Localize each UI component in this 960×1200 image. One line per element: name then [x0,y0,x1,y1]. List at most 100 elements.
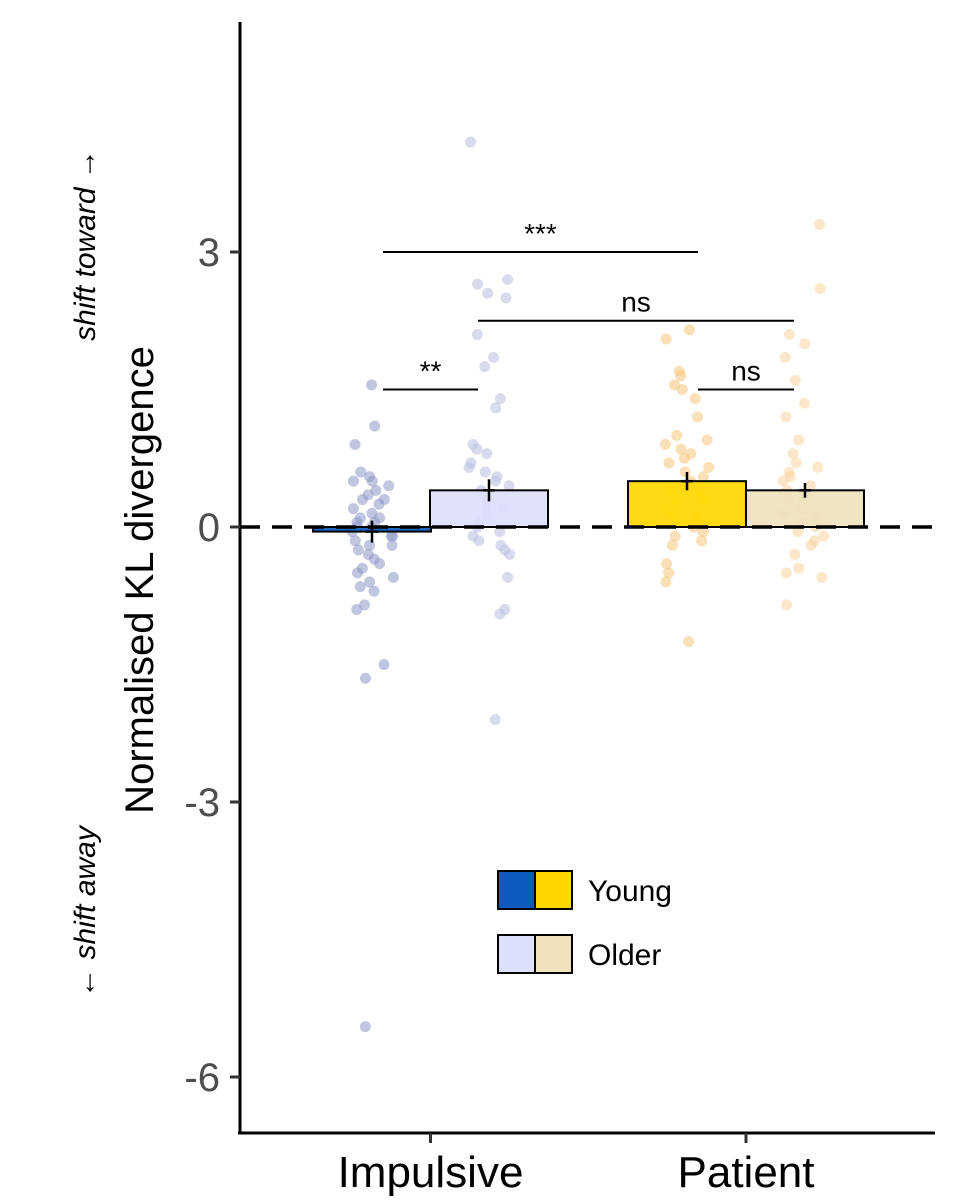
data-point [812,461,824,473]
data-point [780,567,792,579]
data-point [697,526,709,538]
data-point [793,434,805,446]
data-point [489,714,501,726]
data-point [352,544,364,556]
data-point [661,558,673,570]
axes [238,22,935,1135]
data-point [502,273,514,285]
data-point [679,466,691,478]
data-point [489,475,501,487]
data-point [374,558,386,570]
data-point [659,438,671,450]
data-point [663,567,675,579]
data-point [366,379,378,391]
data-point [793,562,805,574]
data-point [814,283,826,295]
data-point [799,338,811,350]
legend-label-young: Young [588,875,672,908]
data-point [805,539,817,551]
significance-label: ** [420,355,442,386]
data-point [373,498,385,510]
data-point [364,576,376,588]
data-point [387,530,399,542]
data-point [359,672,371,684]
data-point [351,567,363,579]
data-point [789,374,801,386]
data-point [660,576,672,588]
data-point [675,370,687,382]
data-point [816,571,828,583]
data-point [697,471,709,483]
data-point [490,402,502,414]
data-point [355,466,367,478]
data-point [494,526,506,538]
data-point [703,461,715,473]
y-tick-label: -6 [184,1056,220,1100]
data-point [804,480,816,492]
data-point [482,287,494,299]
data-point [781,599,793,611]
significance-label: ns [731,355,761,386]
data-point [814,218,826,230]
legend-swatch-young-impulsive [497,870,536,910]
data-point [660,333,672,345]
data-point [683,636,695,648]
shift-away-label: ← shift away [69,824,102,998]
data-point [502,571,514,583]
y-tick-label: 3 [198,231,220,275]
data-point [368,585,380,597]
data-point [663,457,675,469]
data-point [347,503,359,515]
data-point [494,393,506,405]
significance-label: ns [621,287,651,318]
significance-brackets: *** ns ** ns [383,218,794,391]
data-point [683,324,695,336]
data-point [354,581,366,593]
data-point [351,604,363,615]
data-point [359,1021,371,1033]
significance-label: *** [524,218,557,249]
x-tick-label-impulsive: Impulsive [338,1148,524,1197]
y-ticks: 3 0 -3 -6 [184,231,240,1100]
data-point [676,383,688,395]
data-point [387,571,399,583]
legend: Young Older [497,870,672,974]
data-point [479,466,491,478]
data-point [691,411,703,423]
data-point [479,361,491,373]
data-point [465,136,477,148]
bars [312,480,865,533]
x-tick-label-patient: Patient [678,1148,815,1197]
data-point [488,351,500,363]
data-point [779,351,791,363]
data-point [473,535,485,547]
data-point [504,549,516,560]
data-point [783,328,795,340]
data-point [790,457,802,469]
data-point [471,443,483,455]
data-point [378,659,390,671]
data-point [349,438,361,450]
data-point [481,448,493,460]
data-point [678,452,690,464]
data-point [349,535,361,547]
shift-toward-label: shift toward → [69,149,102,341]
data-point [471,328,483,340]
data-point [383,480,395,492]
data-point [701,434,713,446]
data-point [777,475,789,487]
y-tick-label: -3 [184,781,220,825]
data-point [472,278,484,290]
data-point [503,480,515,492]
y-tick-label: 0 [198,506,220,550]
data-point [789,549,801,560]
data-point [463,461,475,473]
legend-swatch-older-impulsive [497,934,536,974]
data-point [669,530,681,542]
data-point [357,494,369,505]
y-axis-label: Normalised KL divergence [118,346,162,814]
data-point [671,429,683,441]
legend-swatch-young-patient [534,870,573,910]
data-point [675,443,687,455]
